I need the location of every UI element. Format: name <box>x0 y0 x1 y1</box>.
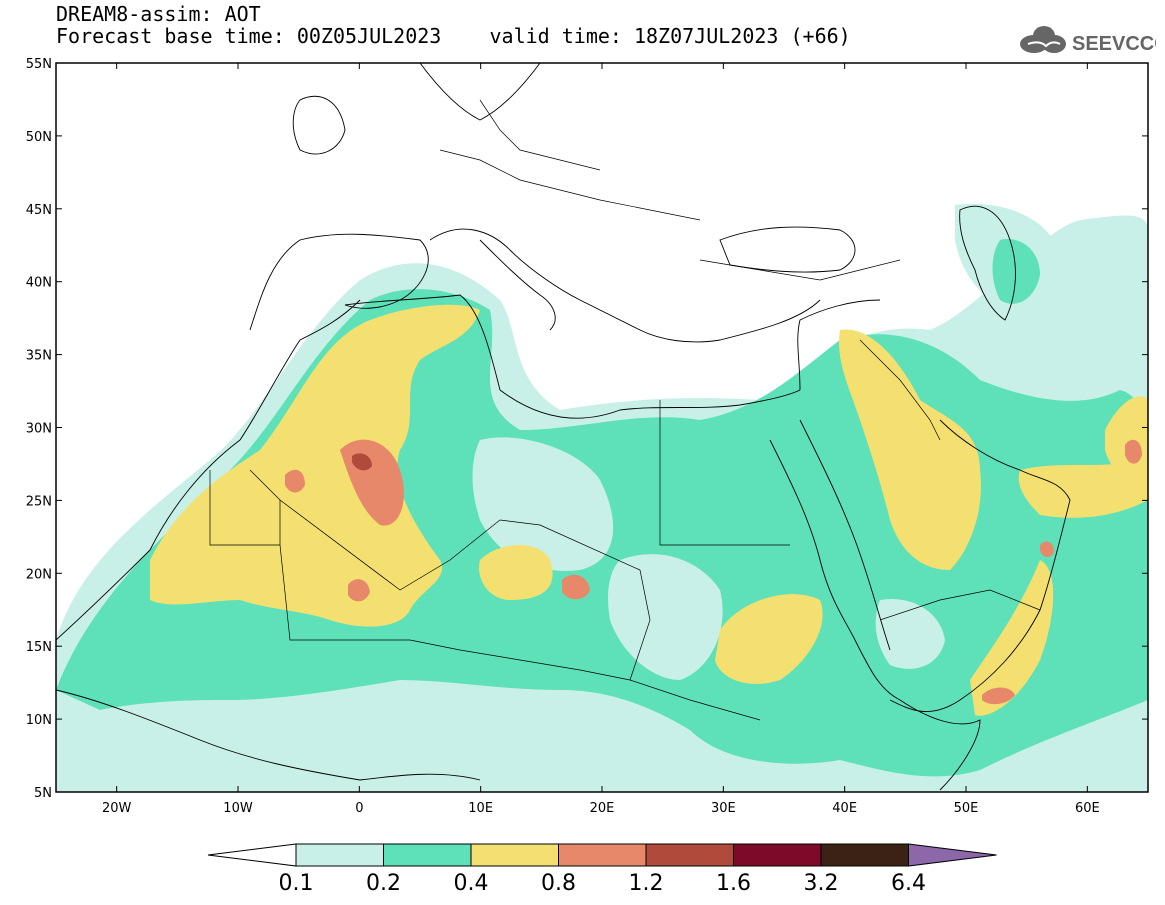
aot-level-0.4-chad <box>479 545 553 600</box>
lon-label: 40E <box>832 801 857 816</box>
coast-uk <box>292 95 346 155</box>
cloud-icon <box>1020 26 1066 53</box>
border-sahel <box>409 639 761 721</box>
colorbar-label: 0.8 <box>541 871 576 896</box>
base-time: Forecast base time: 00Z05JUL2023 <box>56 24 442 48</box>
border-turkey <box>699 259 901 281</box>
lon-label: 0 <box>355 801 363 816</box>
coast-caspian <box>959 205 1016 321</box>
lon-label: 30E <box>711 801 736 816</box>
coast-iberia <box>249 233 429 331</box>
lat-label: 55N <box>26 57 52 72</box>
coast-gulf <box>889 419 1071 712</box>
lon-label: 10W <box>223 801 253 816</box>
aot-level-0.8-mauritania <box>285 469 305 493</box>
aot-level-0.4-sudan <box>715 594 823 684</box>
coast-horn <box>899 699 981 791</box>
lat-label: 10N <box>26 713 52 728</box>
lat-label: 30N <box>26 422 52 437</box>
lon-label: 10E <box>468 801 493 816</box>
coast-europe <box>429 228 821 343</box>
longitude-axis: 20W 10W 0 10E 20E 30E 40E 50E 60E <box>102 63 1100 816</box>
coast-gulf-guinea <box>56 689 481 781</box>
coast-italy <box>479 239 556 331</box>
lat-label: 25N <box>26 494 52 509</box>
aot-level-0.4-westsahara <box>150 304 480 627</box>
coast-black-sea <box>719 226 856 273</box>
colorbar-label: 0.1 <box>279 871 314 896</box>
aot-level-0.4-pakistan <box>1105 396 1148 490</box>
coast-scandinavia <box>419 63 541 121</box>
border-libya-chad <box>499 519 641 571</box>
time-info: Forecast base time: 00Z05JUL2023 valid t… <box>56 25 851 47</box>
valid-time: valid time: 18Z07JUL2023 (+66) <box>489 24 851 48</box>
colorbar-segment <box>470 843 559 867</box>
map-title: DREAM8-assim: AOT <box>56 2 261 26</box>
border-chad-sudan <box>629 569 651 681</box>
border-mauritania <box>209 470 281 546</box>
colorbar-segment <box>295 843 384 867</box>
border-europe-1 <box>439 149 701 221</box>
colorbar-label: 1.6 <box>716 871 751 896</box>
colorbar-label: 0.4 <box>454 871 489 896</box>
aot-level-0.2-caspian <box>992 239 1040 304</box>
colorbar-low-arrow <box>207 843 297 867</box>
colorbar-segment <box>820 843 909 867</box>
logo-text: SEEVCCC <box>1072 33 1156 55</box>
aot-level-0.8-yemen <box>982 687 1015 705</box>
seevccc-logo: SEEVCCC <box>1020 26 1156 55</box>
aot-clear-sahara <box>472 437 614 571</box>
colorbar-label: 1.2 <box>629 871 664 896</box>
lon-label: 60E <box>1075 801 1100 816</box>
coast-red-sea-east <box>799 419 891 651</box>
lat-label: 15N <box>26 640 52 655</box>
borders <box>209 99 1041 721</box>
coastlines <box>56 63 1071 791</box>
border-algeria-mali <box>249 469 501 591</box>
aot-level-0.4-yemen <box>970 560 1054 716</box>
aot-level-0.8-mali <box>348 579 370 602</box>
border-mali-niger <box>279 544 410 641</box>
border-libya-egypt <box>659 400 790 546</box>
aot-level-0.8-chad <box>562 574 590 600</box>
border-europe-2 <box>479 99 601 171</box>
border-saudi-yemen <box>879 589 1041 621</box>
coast-red-sea-west <box>769 439 901 701</box>
aot-clear-sudan <box>608 554 723 680</box>
lon-label: 20E <box>590 801 615 816</box>
aot-level-0.4-arabia <box>839 329 981 570</box>
colorbar-label: 0.2 <box>366 871 401 896</box>
aot-clear-gulf-aden <box>875 599 945 669</box>
coast-levant <box>797 299 881 391</box>
coast-north-africa <box>344 294 801 419</box>
colorbar-high-arrow <box>908 843 997 867</box>
lon-label: 20W <box>102 801 132 816</box>
aot-level-1.2-algeria <box>352 453 372 471</box>
lat-label: 5N <box>34 786 52 801</box>
aot-level-0.8-pakistan <box>1125 439 1142 464</box>
coast-west-africa <box>56 299 361 641</box>
colorbar-segment <box>383 843 472 867</box>
lat-label: 35N <box>26 349 52 364</box>
aot-level-0.4-oman <box>1018 460 1148 518</box>
latitude-axis: 55N 50N 45N 40N 35N 30N 25N 20N 15N 10N 5N <box>26 57 1148 801</box>
colorbar-segment <box>645 843 734 867</box>
border-iraq-iran <box>859 339 941 441</box>
lat-label: 50N <box>26 130 52 145</box>
lat-label: 20N <box>26 567 52 582</box>
colorbar-segment <box>558 843 647 867</box>
aot-level-0.8-oman <box>1040 541 1054 558</box>
lat-label: 40N <box>26 276 52 291</box>
lat-label: 45N <box>26 203 52 218</box>
colorbar-label: 6.4 <box>891 871 926 896</box>
aot-field <box>56 63 1148 792</box>
colorbar-label: 3.2 <box>804 871 839 896</box>
lon-label: 50E <box>954 801 979 816</box>
colorbar: 0.1 0.2 0.4 0.8 1.2 1.6 3.2 6.4 <box>207 843 997 896</box>
colorbar-segment <box>733 843 822 867</box>
